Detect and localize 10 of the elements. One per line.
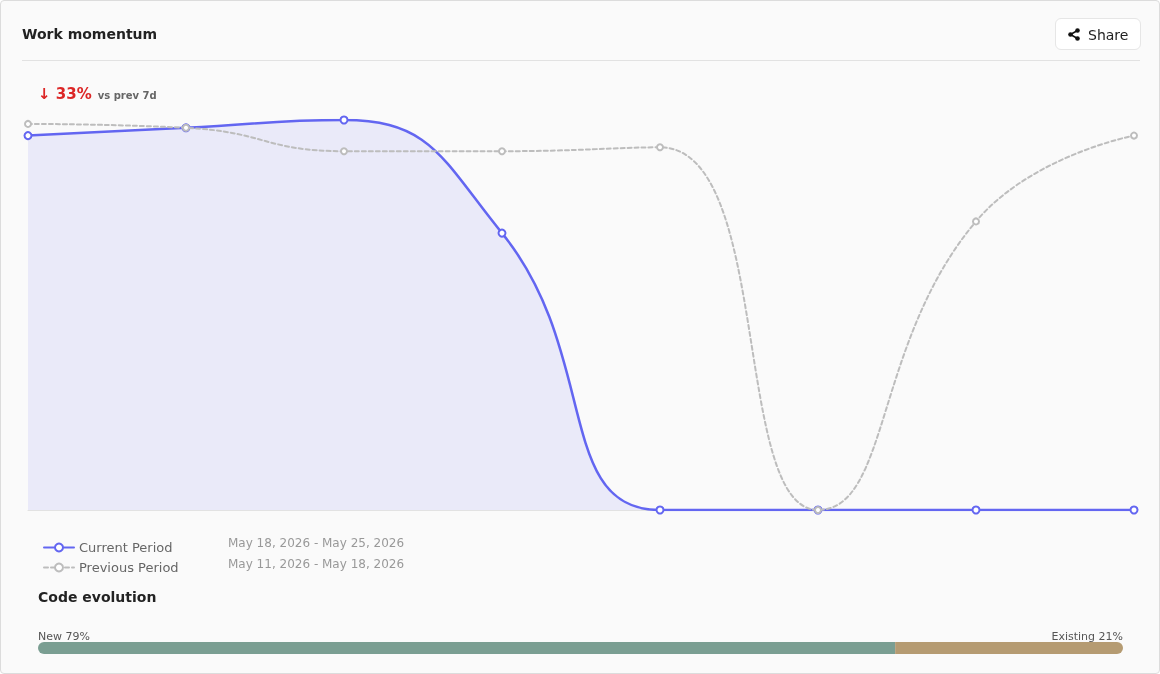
data-label: Existing 21% <box>1051 629 1123 643</box>
chart-title: Work momentum <box>22 26 158 42</box>
text: May 18, 2026 - May 25, 2026 <box>228 536 405 550</box>
legend-label: Current Period <box>79 540 173 555</box>
text: vs prev 7d <box>97 90 157 101</box>
chart-title: Code evolution <box>38 589 157 605</box>
text: ↓ 33% <box>38 85 92 103</box>
legend-label: Previous Period <box>79 560 179 575</box>
text: May 11, 2026 - May 18, 2026 <box>228 557 405 571</box>
data-label: New 79% <box>38 629 90 643</box>
